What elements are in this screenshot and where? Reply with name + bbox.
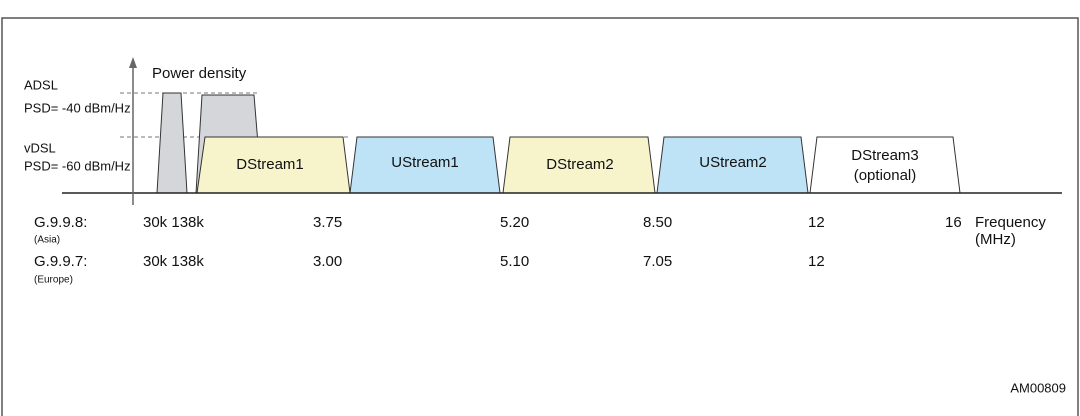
- band-note: (optional): [854, 167, 917, 184]
- band-label: UStream2: [699, 154, 767, 171]
- level-name: ADSL: [24, 77, 58, 92]
- standard: G.9.9.7:: [34, 253, 87, 270]
- band-label: UStream1: [391, 154, 459, 171]
- freq: 30k 138k: [143, 253, 204, 270]
- freq: 7.05: [643, 253, 672, 270]
- band-label: DStream3: [851, 147, 919, 164]
- freq: 12: [808, 214, 825, 231]
- freq: 3.00: [313, 253, 342, 270]
- unit-name: Frequency: [975, 214, 1046, 231]
- unit: (MHz): [975, 231, 1016, 248]
- frame: [1, 17, 1079, 416]
- band: [809, 136, 961, 194]
- region: (Asia): [34, 235, 60, 246]
- region: (Europe): [34, 275, 73, 286]
- freq: 16: [945, 214, 962, 231]
- arrow-head: [129, 57, 137, 68]
- figure-id: AM00809: [1010, 380, 1066, 395]
- adsl-up: [156, 92, 188, 194]
- freq: 3.75: [313, 214, 342, 231]
- freq: 30k 138k: [143, 214, 204, 231]
- freq: 5.20: [500, 214, 529, 231]
- band-label: DStream2: [546, 156, 614, 173]
- level-name: vDSL: [24, 140, 56, 155]
- level-psd: PSD= -40 dBm/Hz: [24, 100, 131, 115]
- band-label: DStream1: [236, 156, 304, 173]
- axis-label: Power density: [152, 65, 247, 82]
- level-psd: PSD= -60 dBm/Hz: [24, 158, 131, 173]
- freq: 8.50: [643, 214, 672, 231]
- freq: 12: [808, 253, 825, 270]
- freq: 5.10: [500, 253, 529, 270]
- standard: G.9.9.8:: [34, 214, 87, 231]
